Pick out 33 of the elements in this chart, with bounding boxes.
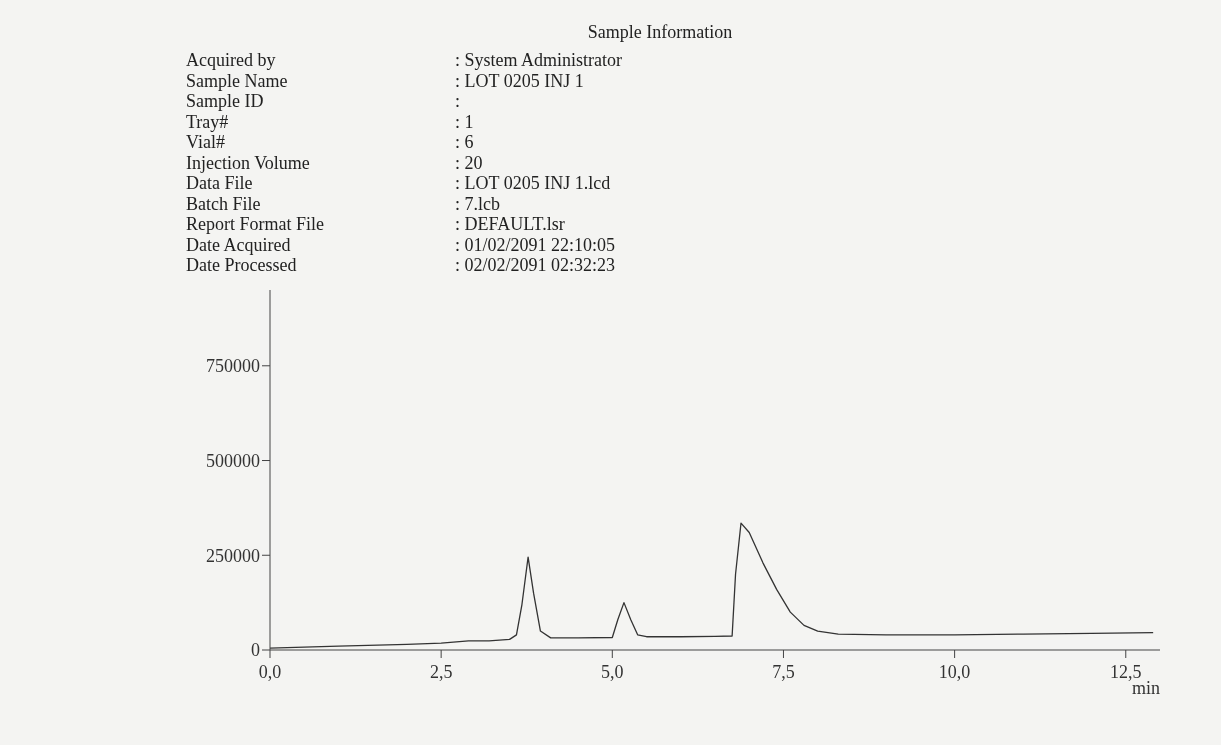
- text: : 6: [455, 132, 474, 152]
- x-tick-label: 0,0: [258, 662, 282, 682]
- text: Report Format File: [186, 214, 324, 234]
- chart-title: Sample Information: [587, 22, 733, 42]
- text: Sample Name: [186, 70, 288, 91]
- x-tick-label: 2,5: [429, 662, 453, 682]
- text: : System Administrator: [455, 50, 623, 70]
- y-tick-label: 750000: [206, 356, 260, 377]
- line-series: [269, 522, 1154, 649]
- text: Injection Volume: [186, 152, 310, 173]
- y-tick-label: 0: [251, 640, 260, 661]
- text: : 01/02/2091 22:10:05: [455, 234, 616, 255]
- x-tick-label: 7,5: [772, 662, 795, 682]
- text: Date Acquired: [186, 234, 291, 255]
- text: : LOT 0205 INJ 1: [455, 70, 584, 91]
- text: :: [455, 91, 461, 111]
- text: Acquired by: [186, 50, 276, 70]
- y-tick-label: 250000: [206, 545, 260, 566]
- text: Vial#: [186, 132, 225, 152]
- text: : 20: [455, 152, 483, 173]
- text: Data File: [186, 173, 253, 193]
- text: : 7.lcb: [455, 193, 500, 214]
- text: : 02/02/2091 02:32:23: [455, 255, 616, 275]
- text: Batch File: [186, 193, 261, 214]
- text: Tray#: [186, 111, 229, 132]
- x-tick-label: 10,0: [938, 662, 971, 682]
- y-tick-label: 500000: [206, 450, 260, 471]
- text: : DEFAULT.lsr: [455, 214, 565, 234]
- text: : LOT 0205 INJ 1.lcd: [455, 173, 611, 193]
- text: Sample ID: [186, 91, 264, 111]
- text: Date Processed: [186, 255, 297, 275]
- x-tick-label: 5,0: [601, 662, 624, 682]
- text: : 1: [455, 111, 474, 132]
